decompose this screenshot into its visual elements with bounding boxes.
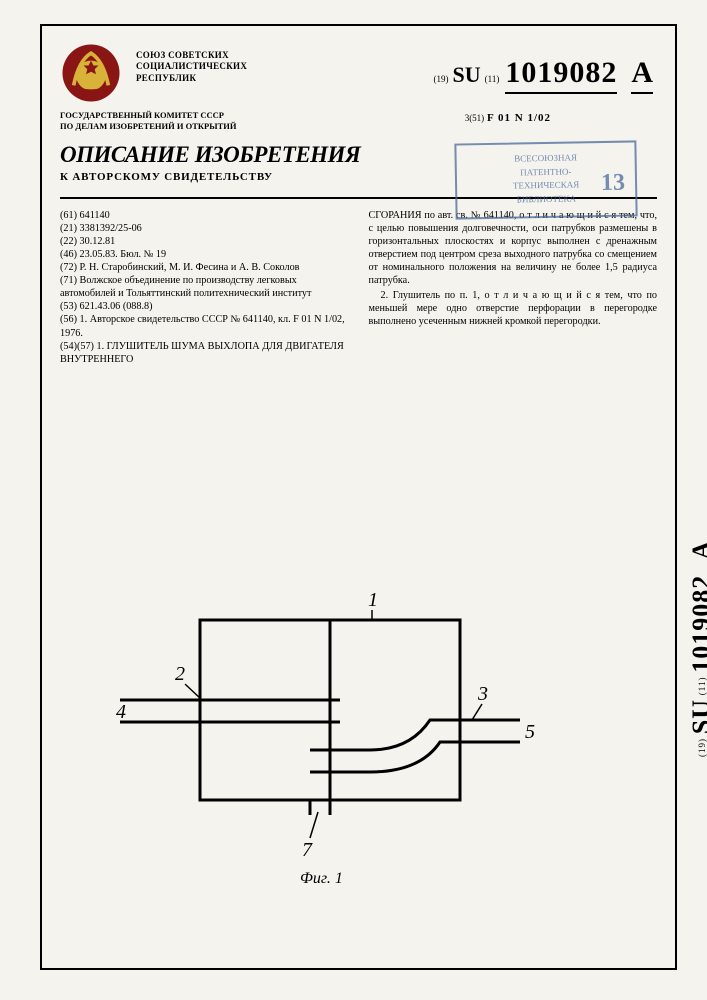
- field-71: (71) Волжское объединение по производств…: [60, 274, 349, 300]
- field-46: (46) 23.05.83. Бюл. № 19: [60, 248, 349, 261]
- fig-label-2: 2: [175, 663, 185, 685]
- abstract-p2: 2. Глушитель по п. 1, о т л и ч а ю щ и …: [369, 289, 658, 328]
- field-61: (61) 641140: [60, 209, 349, 222]
- class-prefix: 3(51): [465, 113, 485, 123]
- fig-label-7: 7: [302, 839, 313, 861]
- abstract-p1: СГОРАНИЯ по авт. св. № 641140, о т л и ч…: [369, 209, 658, 287]
- side-su: SU: [687, 699, 707, 734]
- stamp-number: 13: [601, 165, 626, 201]
- figure-1: 1 2 4 3 5 7: [80, 560, 560, 880]
- library-stamp: ВСЕСОЮЗНАЯ ПАТЕНТНО- ТЕХНИЧЕСКАЯ БИБЛИОТ…: [454, 140, 637, 219]
- prefix-11: (11): [485, 74, 500, 84]
- left-column: (61) 641140 (21) 3381392/25-06 (22) 30.1…: [60, 209, 349, 366]
- content-columns: (61) 641140 (21) 3381392/25-06 (22) 30.1…: [60, 209, 657, 366]
- patent-suffix: A: [631, 56, 653, 94]
- field-53: (53) 621.43.06 (088.8): [60, 300, 349, 313]
- fig-label-1: 1: [368, 589, 378, 611]
- side-number: 1019082: [687, 575, 707, 673]
- union-text: СОЮЗ СОВЕТСКИХ СОЦИАЛИСТИЧЕСКИХ РЕСПУБЛИ…: [136, 42, 247, 84]
- prefix-19: (19): [434, 74, 449, 84]
- field-54: (54)(57) 1. ГЛУШИТЕЛЬ ШУМА ВЫХЛОПА ДЛЯ Д…: [60, 340, 349, 366]
- side-prefix11: (11): [697, 677, 707, 696]
- field-72: (72) Р. Н. Старобинский, М. И. Фесина и …: [60, 261, 349, 274]
- side-suffix: A: [687, 540, 707, 560]
- right-column: СГОРАНИЯ по авт. св. № 641140, о т л и ч…: [369, 209, 658, 366]
- side-patent-label: (19) SU (11) 1019082 A: [687, 540, 707, 757]
- field-56: (56) 1. Авторское свидетельство СССР № 6…: [60, 313, 349, 339]
- committee-text: ГОСУДАРСТВЕННЫЙ КОМИТЕТ СССР ПО ДЕЛАМ ИЗ…: [60, 110, 270, 132]
- side-prefix19: (19): [697, 738, 707, 757]
- country-code: SU: [453, 62, 481, 88]
- figure-caption: Фиг. 1: [300, 870, 343, 888]
- ussr-emblem: [60, 42, 122, 104]
- fig-label-4: 4: [116, 701, 126, 723]
- patent-number: 1019082: [505, 56, 617, 94]
- fig-label-5: 5: [525, 721, 535, 743]
- fig-label-3: 3: [477, 683, 488, 705]
- patent-number-block: (19) SU (11) 1019082 A: [434, 56, 653, 94]
- classification-line: 3(51) F 01 N 1/02: [465, 112, 551, 124]
- class-code: F 01 N 1/02: [487, 112, 551, 124]
- field-22: (22) 30.12.81: [60, 235, 349, 248]
- field-21: (21) 3381392/25-06: [60, 222, 349, 235]
